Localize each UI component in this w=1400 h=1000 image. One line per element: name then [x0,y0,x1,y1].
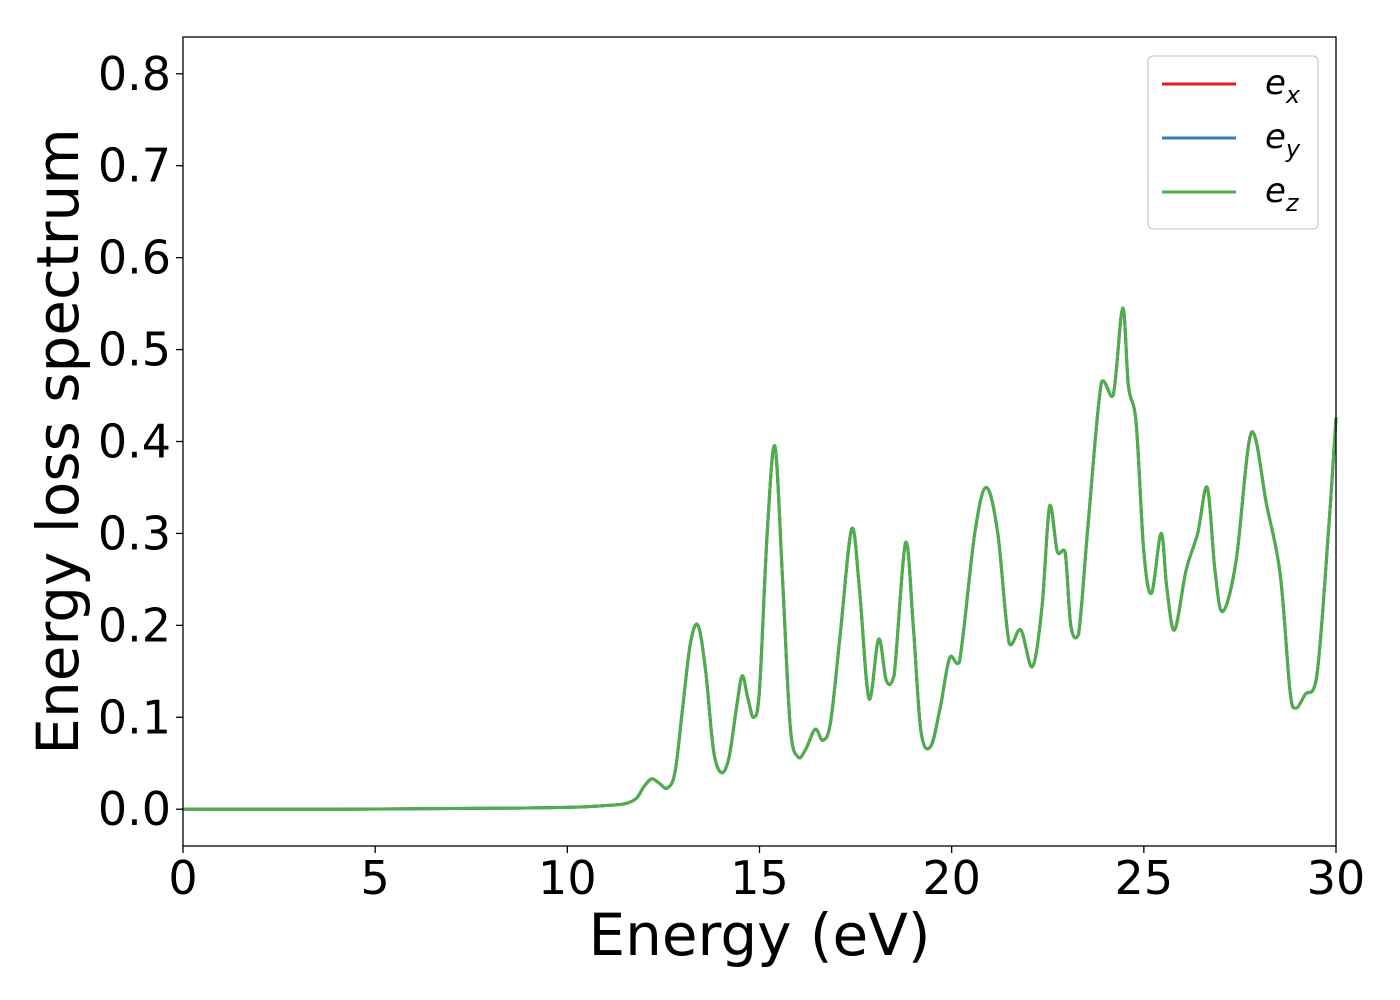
y-tick-label: 0.1 [98,690,171,744]
legend-box [1147,55,1319,230]
legend-label-base: e [1265,63,1286,103]
y-tick-label: 0.5 [98,323,171,377]
legend-label-subscript: z [1285,189,1300,217]
y-tick-label: 0.0 [98,782,171,836]
x-axis-ticks: 0 5 10 15 20 25 30 [168,846,1365,905]
y-tick-label: 0.8 [98,47,171,101]
series-layer [181,306,1338,811]
x-axis-label: Energy (eV) [588,901,930,969]
x-tick-label: 10 [538,851,597,905]
y-tick-label: 0.4 [98,415,171,469]
x-tick-label: 30 [1307,851,1366,905]
y-axis-ticks: 0.0 0.1 0.2 0.3 0.4 0.5 0.6 0.7 0.8 [98,47,183,836]
x-tick-label: 0 [168,851,197,905]
y-tick-label: 0.7 [98,139,171,193]
x-tick-label: 15 [730,851,789,905]
legend-label-base: e [1265,171,1286,211]
x-tick-label: 5 [361,851,390,905]
legend-label-subscript: x [1285,81,1301,109]
y-tick-label: 0.2 [98,598,171,652]
legend-label-ey: ey [1265,117,1301,163]
legend-label-base: e [1265,117,1286,157]
legend-label-ez: ez [1265,171,1300,217]
y-axis-label: Energy loss spectrum [24,128,92,754]
x-tick-label: 25 [1115,851,1174,905]
y-tick-label: 0.3 [98,506,171,560]
legend-label-ex: ex [1265,63,1301,109]
series-line-ez [181,306,1338,811]
y-tick-label: 0.6 [98,231,171,285]
x-tick-label: 20 [922,851,981,905]
legend-label-subscript: y [1285,135,1301,163]
